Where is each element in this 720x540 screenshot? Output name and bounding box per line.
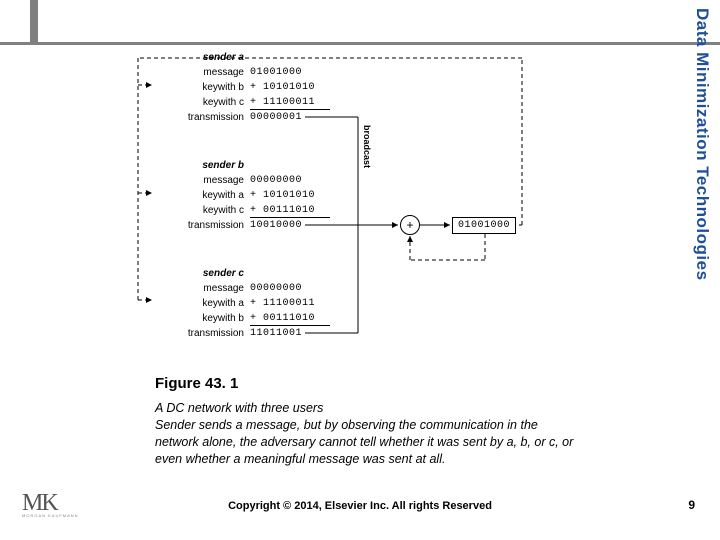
block-row: keywith a+ 11100011 xyxy=(155,296,340,311)
sender-block-a: sender amessage01001000keywith b+ 101010… xyxy=(155,50,340,125)
block-row: keywith a+ 10101010 xyxy=(155,188,340,203)
row-value: + 10101010 xyxy=(250,188,330,203)
row-label: keywith c xyxy=(155,95,250,110)
row-label: transmission xyxy=(155,110,250,125)
row-label: message xyxy=(155,65,250,80)
publisher-logo: MK MORGAN KAUFMANN xyxy=(22,494,82,528)
sender-block-c: sender cmessage00000000keywith a+ 111000… xyxy=(155,266,340,341)
row-value: + 00111010 xyxy=(250,311,330,326)
row-value: + 10101010 xyxy=(250,80,330,95)
decor-horizontal-bar xyxy=(0,42,720,45)
block-row: keywith c+ 11100011 xyxy=(155,95,340,110)
row-label: keywith b xyxy=(155,80,250,95)
broadcast-label: broadcast xyxy=(362,125,372,168)
row-label: transmission xyxy=(155,326,250,341)
sender-block-b: sender bmessage00000000keywith a+ 101010… xyxy=(155,158,340,233)
decor-vertical-bar xyxy=(30,0,38,45)
logo-initials: MK xyxy=(22,494,82,513)
block-row: transmission11011001 xyxy=(155,326,340,341)
sender-header: sender b xyxy=(155,158,340,173)
block-row: keywith c+ 00111010 xyxy=(155,203,340,218)
row-label: transmission xyxy=(155,218,250,233)
block-row: message00000000 xyxy=(155,281,340,296)
block-row: transmission10010000 xyxy=(155,218,340,233)
block-row: transmission00000001 xyxy=(155,110,340,125)
row-label: keywith a xyxy=(155,188,250,203)
adder-node: + xyxy=(400,215,420,235)
row-value: 01001000 xyxy=(250,65,330,80)
row-label: keywith b xyxy=(155,311,250,326)
row-value: 10010000 xyxy=(250,218,330,233)
row-label: message xyxy=(155,173,250,188)
row-value: 00000000 xyxy=(250,173,330,188)
block-row: keywith b+ 10101010 xyxy=(155,80,340,95)
block-row: keywith b+ 00111010 xyxy=(155,311,340,326)
dc-network-diagram: sender amessage01001000keywith b+ 101010… xyxy=(130,50,530,360)
figure-description: A DC network with three usersSender send… xyxy=(155,400,575,468)
page-number: 9 xyxy=(688,498,695,512)
row-label: keywith a xyxy=(155,296,250,311)
row-label: message xyxy=(155,281,250,296)
result-box: 01001000 xyxy=(452,217,516,234)
row-value: 11011001 xyxy=(250,326,330,341)
row-value: + 00111010 xyxy=(250,203,330,218)
row-value: 00000000 xyxy=(250,281,330,296)
sender-header: sender c xyxy=(155,266,340,281)
row-label: keywith c xyxy=(155,203,250,218)
side-title: Data Minimization Technologies xyxy=(684,8,712,308)
block-row: message00000000 xyxy=(155,173,340,188)
row-value: + 11100011 xyxy=(250,296,330,311)
copyright-text: Copyright © 2014, Elsevier Inc. All righ… xyxy=(0,500,720,512)
sender-header: sender a xyxy=(155,50,340,65)
row-value: + 11100011 xyxy=(250,95,330,110)
logo-subtext: MORGAN KAUFMANN xyxy=(22,513,82,518)
figure-caption: Figure 43. 1 xyxy=(155,375,238,392)
block-row: message01001000 xyxy=(155,65,340,80)
row-value: 00000001 xyxy=(250,110,330,125)
